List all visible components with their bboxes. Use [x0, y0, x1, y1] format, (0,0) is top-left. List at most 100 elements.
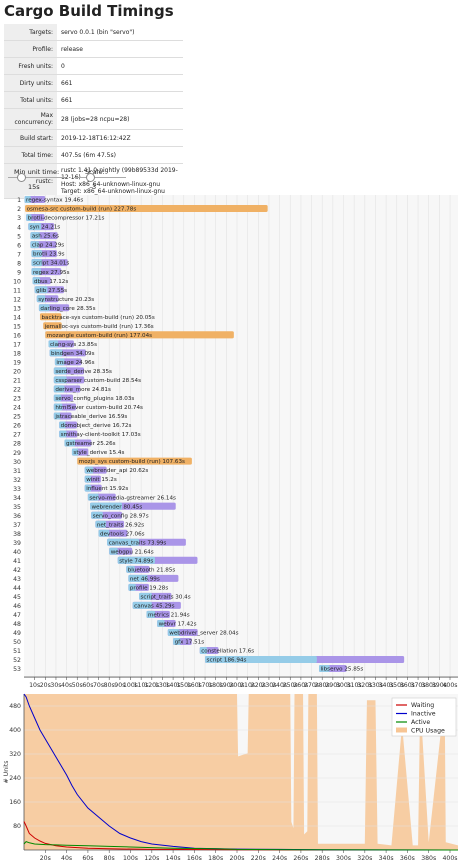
- unit-number: 9: [17, 269, 21, 276]
- unit-bar-metadata: [146, 610, 155, 618]
- unit-number: 44: [13, 585, 21, 592]
- unit-label: smithay-client-toolkit 17.03s: [61, 432, 141, 438]
- unit-number: 31: [13, 468, 21, 475]
- unit-label: influent 15.92s: [86, 486, 128, 492]
- unit-bar-metadata: [98, 529, 110, 537]
- unit-label: canvas 45.29s: [134, 604, 174, 610]
- unit-number: 42: [13, 567, 21, 574]
- series-cpu-usage: [24, 694, 458, 850]
- unit-number: 21: [13, 378, 21, 385]
- controls: Min unit time: 15s Scale: 3: [8, 168, 138, 192]
- summary-value: release: [57, 40, 183, 58]
- x-tick-label: 90s: [114, 682, 125, 688]
- min-unit-time-label: Min unit time:: [14, 168, 60, 176]
- unit-label: mozjs_sys custom-build (run) 107.63s: [79, 459, 185, 465]
- unit-number: 47: [13, 612, 21, 619]
- unit-bar-metadata: [173, 637, 181, 645]
- unit-bar-metadata: [31, 250, 43, 258]
- summary-key: Dirty units:: [4, 74, 57, 92]
- x-tick-label: 400s: [442, 682, 457, 688]
- scale-knob[interactable]: [86, 173, 95, 182]
- unit-number: 19: [13, 360, 21, 367]
- unit-label: style_derive 15.4s: [73, 450, 124, 456]
- unit-bar-metadata: [31, 259, 43, 267]
- summary-key: Profile:: [4, 40, 57, 58]
- summary-value: rustc 1.41.0-nightly (99b89533d 2019-12-…: [57, 163, 183, 199]
- unit-number: 29: [13, 450, 21, 457]
- legend-label: CPU Usage: [411, 728, 445, 735]
- series-active: [23, 841, 459, 851]
- summary-key: Targets:: [4, 24, 57, 41]
- unit-bar-metadata: [117, 556, 155, 564]
- unit-bar-metadata: [205, 656, 317, 664]
- x-tick-label: 30s: [50, 682, 61, 688]
- unit-number: 53: [13, 666, 21, 673]
- min-unit-time-slider[interactable]: [8, 177, 66, 178]
- summary-row: Total units: 661: [4, 91, 183, 109]
- unit-number: 8: [17, 260, 21, 267]
- x-tick-label: 160s: [187, 855, 202, 862]
- x-tick-label: 280s: [315, 682, 330, 688]
- unit-label: servo_config_plugins 18.03s: [55, 396, 134, 402]
- unit-label: regex 27.95s: [33, 270, 70, 276]
- x-tick-label: 300s: [336, 682, 351, 688]
- unit-number: 23: [13, 396, 21, 403]
- unit-number: 4: [17, 224, 21, 231]
- unit-bar-metadata: [107, 538, 140, 546]
- x-tick-label: 290s: [325, 682, 340, 688]
- unit-bar-metadata: [84, 484, 92, 492]
- unit-bar-metadata: [38, 304, 50, 312]
- unit-label: constellation 17.6s: [201, 649, 254, 655]
- unit-label: gstreamer 25.26s: [66, 441, 116, 447]
- unit-number: 6: [17, 242, 21, 249]
- unit-number: 2: [17, 206, 21, 213]
- summary-value: 661: [57, 91, 183, 109]
- x-tick-label: 150s: [176, 682, 191, 688]
- unit-label: clang-sys 23.85s: [50, 342, 97, 348]
- scale-label: Scale:: [85, 168, 105, 176]
- unit-number: 50: [13, 639, 21, 646]
- x-tick-label: 310s: [347, 682, 362, 688]
- x-tick-label: 380s: [421, 682, 436, 688]
- unit-timeline-chart: 10s 20s 30s 40s 50s 60s 70s 80s 90s100s110s120s1…: [13, 195, 458, 688]
- unit-number: 46: [13, 603, 21, 610]
- x-tick-label: 140s: [166, 855, 181, 862]
- summary-value: 0: [57, 57, 183, 75]
- unit-bar-metadata: [36, 295, 46, 303]
- x-tick-label: 180s: [208, 855, 223, 862]
- unit-bar-metadata: [24, 196, 31, 204]
- unit-label: canvas_traits 73.99s: [109, 540, 167, 546]
- unit-number: 49: [13, 630, 21, 637]
- y-tick-label: 320: [9, 751, 21, 758]
- summary-row: Fresh units: 0: [4, 57, 183, 75]
- x-tick-label: 340s: [379, 682, 394, 688]
- unit-number: 34: [13, 495, 21, 502]
- scale-slider[interactable]: [74, 177, 126, 178]
- x-tick-label: 200s: [229, 682, 244, 688]
- y-tick-label: 240: [9, 775, 21, 782]
- unit-label: winit 15.2s: [86, 477, 117, 483]
- x-tick-label: 120s: [144, 855, 159, 862]
- unit-label: bluetooth 21.85s: [128, 567, 176, 573]
- unit-number: 45: [13, 594, 21, 601]
- x-tick-label: 100s: [123, 855, 138, 862]
- min-unit-time-knob[interactable]: [17, 173, 26, 182]
- unit-bar-metadata: [84, 475, 92, 483]
- unit-label: backtrace-sys custom-build (run) 20.05s: [41, 315, 154, 321]
- x-tick-label: 20s: [40, 855, 51, 862]
- unit-bar-metadata: [48, 340, 59, 348]
- unit-number: 39: [13, 540, 21, 547]
- unit-number: 30: [13, 459, 21, 466]
- summary-table: Targets: servo 0.0.1 (bin "servo") Profile…: [4, 24, 183, 199]
- x-tick-label: 180s: [208, 682, 223, 688]
- unit-label: glib 27.55s: [36, 288, 67, 294]
- y-tick-label: 80: [13, 823, 21, 830]
- unit-label: net 46.99s: [130, 576, 160, 582]
- x-tick-label: 390s: [432, 682, 447, 688]
- x-tick-label: 60s: [82, 855, 93, 862]
- unit-label: libservo 25.85s: [321, 667, 364, 673]
- x-tick-label: 360s: [400, 682, 415, 688]
- x-tick-label: 320s: [357, 682, 372, 688]
- x-tick-label: 350s: [389, 682, 404, 688]
- unit-number: 22: [13, 387, 21, 394]
